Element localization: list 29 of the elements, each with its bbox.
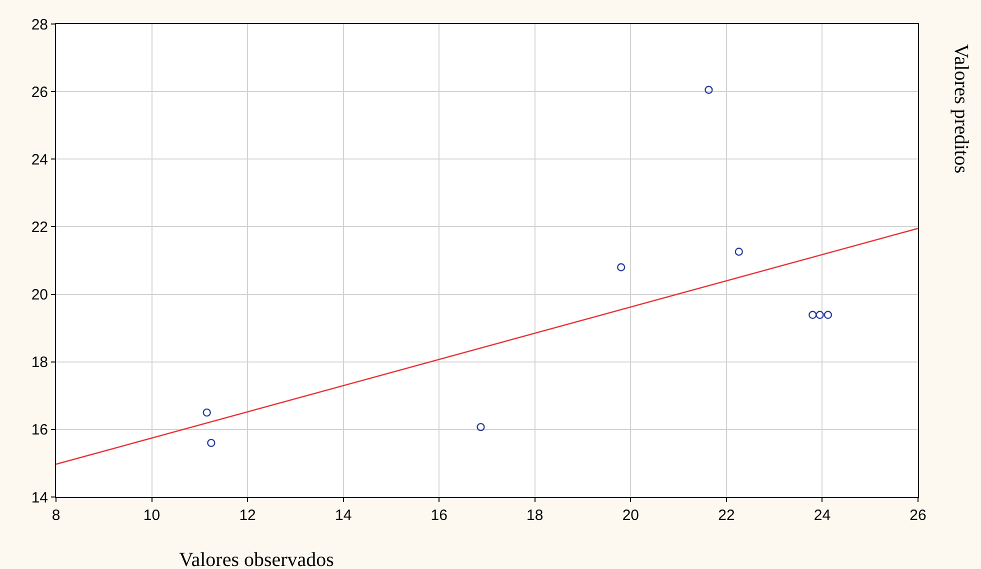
point <box>704 86 713 94</box>
x-tick-label: 12 <box>239 507 256 524</box>
point <box>202 408 211 417</box>
point <box>207 438 216 448</box>
x-tick-label: 26 <box>910 507 926 524</box>
x-tick-label: 10 <box>143 507 160 524</box>
point <box>616 263 626 272</box>
y-axis-title: Valores preditos <box>950 44 972 174</box>
y-tick-label: 26 <box>31 84 48 101</box>
point <box>808 310 817 319</box>
y-tick-label: 22 <box>31 218 48 236</box>
y-tick-label: 28 <box>31 16 48 34</box>
y-tick-label: 16 <box>31 422 48 439</box>
x-tick-label: 20 <box>622 507 640 524</box>
y-tick-label: 20 <box>31 286 48 304</box>
point <box>476 422 485 432</box>
y-tick-label: 14 <box>31 489 48 506</box>
x-tick-label: 24 <box>814 507 831 524</box>
point <box>734 248 743 256</box>
point <box>816 310 824 319</box>
x-tick-label: 22 <box>718 507 735 524</box>
point <box>824 310 832 319</box>
y-tick-label: 24 <box>31 151 48 168</box>
x-tick-label: 16 <box>430 507 448 524</box>
x-axis-title: Valores observados <box>179 549 334 569</box>
x-tick-label: 8 <box>52 507 60 524</box>
y-tick-label: 18 <box>31 354 48 372</box>
x-tick-label: 14 <box>334 507 352 524</box>
x-tick-label: 18 <box>526 507 544 524</box>
